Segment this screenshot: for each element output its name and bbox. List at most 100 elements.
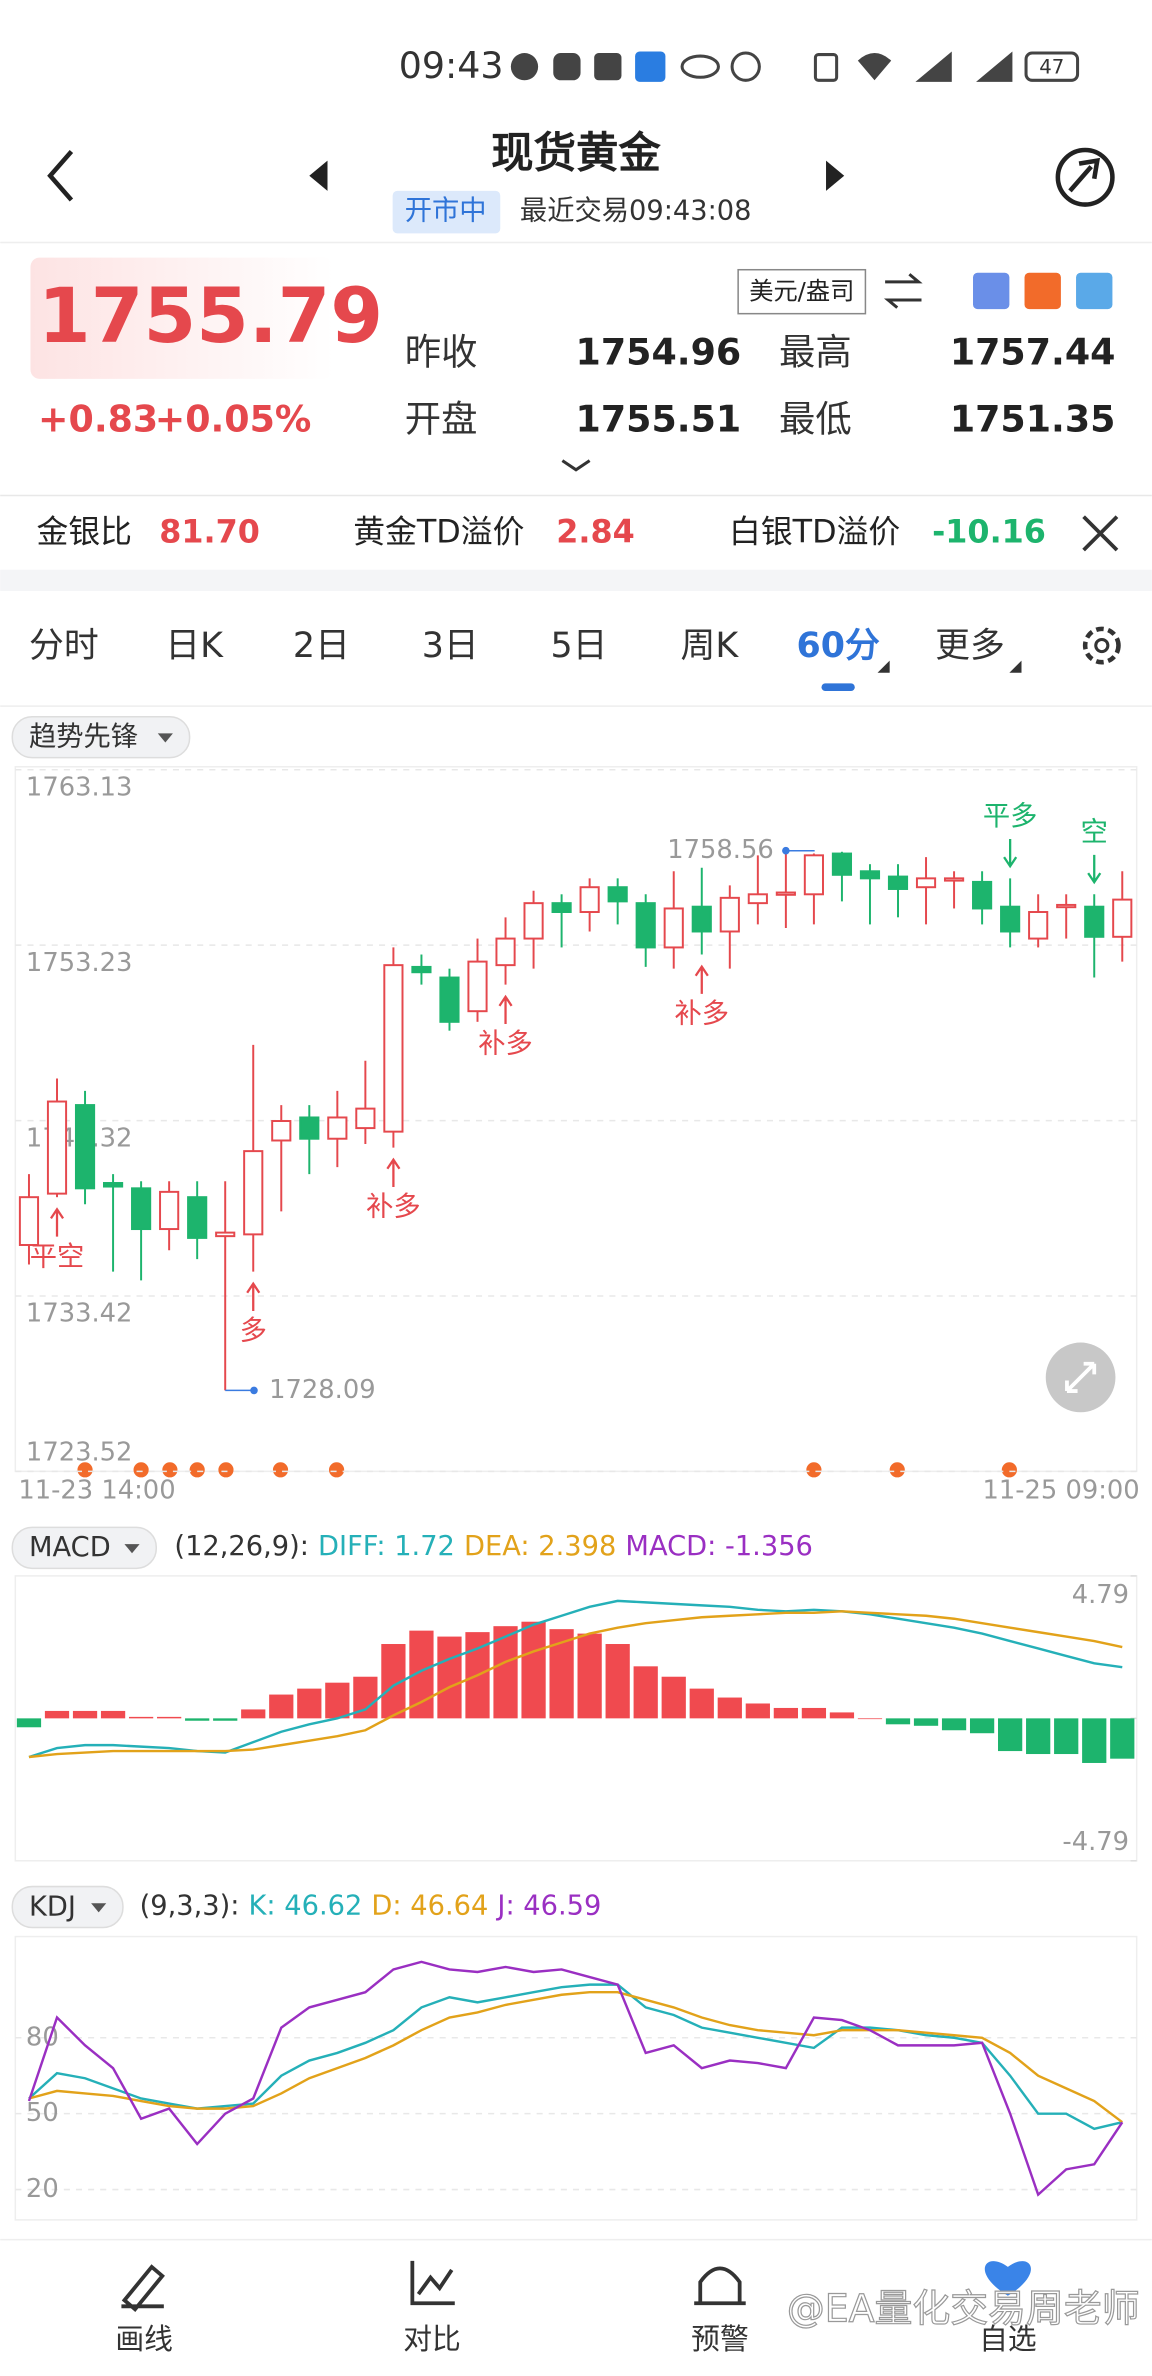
macd-bar (689, 1688, 714, 1719)
signal-label: 补多 (366, 1192, 421, 1223)
period-tab[interactable]: 2日 (293, 626, 350, 666)
macd-bar (437, 1636, 462, 1719)
indicator-params: (9,3,3): (140, 1890, 240, 1921)
period-tab[interactable]: 分时 (29, 626, 99, 666)
indicator-selector[interactable] (11, 1526, 158, 1570)
signal-arrow (386, 1157, 401, 1187)
dot (77, 1462, 93, 1478)
y-tick-label: 1733.42 (26, 1299, 132, 1329)
signal-label: 补多 (675, 999, 730, 1030)
currency: 美元/盎司 (749, 276, 854, 305)
icon (510, 53, 539, 81)
expand-chevron[interactable] (561, 459, 591, 472)
nav-label[interactable]: 对比 (403, 2322, 461, 2356)
signal-label: 多 (240, 1316, 267, 1347)
signal-arrow (50, 1207, 65, 1237)
tool-icon[interactable] (1076, 272, 1113, 310)
draw-icon (121, 2264, 165, 2313)
candle-body (495, 937, 516, 967)
macd-bar (969, 1718, 995, 1734)
macd-bar (605, 1644, 630, 1719)
candle-body (131, 1187, 152, 1231)
macd-bar (213, 1718, 238, 1721)
candle-body (1112, 898, 1133, 938)
x-tick-label: 11-25 09:00 (982, 1476, 1139, 1506)
signal-arrow (498, 994, 513, 1025)
dropdown-arrow (157, 733, 173, 743)
price-box (30, 257, 334, 379)
candle-body (18, 1196, 40, 1246)
gear-icon (1094, 637, 1110, 654)
macd-bar (633, 1666, 658, 1719)
dropdown-arrow (91, 1903, 107, 1913)
swap-icon[interactable] (883, 273, 923, 309)
dot (806, 1462, 822, 1478)
candle-body (915, 877, 937, 889)
stat-label: 昨收 (405, 331, 478, 374)
period-tabs: 分时 日K 2日 3日 5日 周K 60分 更多 (29, 626, 1022, 691)
period-tab[interactable]: 60分 (796, 626, 879, 666)
tool-icon[interactable] (1024, 272, 1061, 310)
macd-bar (185, 1718, 210, 1721)
macd-bar (773, 1707, 798, 1719)
period-tab[interactable]: 5日 (551, 626, 608, 666)
macd-bar (72, 1710, 98, 1719)
fullscreen-button[interactable] (1045, 1342, 1116, 1413)
icon (680, 54, 720, 79)
y-tick-label: 1763.13 (26, 772, 132, 802)
fullscreen-icon (1065, 1361, 1097, 1393)
candle-body (159, 1190, 180, 1231)
candle-body (747, 893, 768, 905)
icon (813, 53, 839, 82)
legend-entry: DIFF: 1.72 (318, 1531, 455, 1562)
ratio-label: 白银TD溢价 (729, 512, 900, 550)
candle-body (1000, 905, 1021, 933)
candle-body (243, 1150, 264, 1236)
indicator-selector[interactable] (11, 1885, 124, 1929)
macd-bar (577, 1633, 602, 1719)
currency-box[interactable] (737, 268, 867, 315)
y-tick-label: 4.79 (1072, 1580, 1129, 1610)
period-tab[interactable]: 日K (165, 626, 224, 666)
page-title: 现货黄金 (491, 130, 661, 179)
alert-icon (694, 2266, 746, 2306)
section-gap (0, 569, 1152, 591)
settings-button[interactable] (1082, 626, 1121, 665)
candle-body (579, 886, 600, 913)
icon (730, 51, 761, 82)
y-tick-label: 1723.52 (26, 1438, 132, 1468)
nav-label[interactable]: 画线 (115, 2322, 173, 2356)
macd-bar (1026, 1718, 1051, 1755)
stat-label: 最高 (779, 331, 852, 374)
period-tab[interactable]: 周K (680, 626, 739, 666)
candle-body (719, 896, 740, 933)
close-button[interactable] (1082, 515, 1119, 552)
stat-value: 1754.96 (576, 331, 742, 374)
period-tab[interactable]: 3日 (422, 626, 479, 666)
x-tick-label: 11-23 14:00 (18, 1476, 175, 1506)
back-button[interactable] (47, 150, 74, 202)
candle-body (775, 891, 796, 896)
next-button[interactable] (826, 160, 845, 191)
candle-body (355, 1107, 376, 1130)
candle-body (803, 854, 824, 896)
stat-label: 最低 (779, 397, 852, 440)
candle-body (691, 905, 712, 933)
dot (189, 1462, 205, 1478)
candle-body (1056, 903, 1077, 909)
macd-bar (1110, 1718, 1135, 1759)
period-tab[interactable]: 更多 (935, 626, 1005, 666)
nav-label[interactable]: 自选 (979, 2322, 1037, 2356)
battery-icon (1024, 51, 1080, 82)
candle-body (1084, 905, 1105, 938)
prev-button[interactable] (309, 160, 328, 191)
macd-bar (801, 1707, 827, 1719)
indicator-selector[interactable] (11, 715, 191, 759)
nav-label[interactable]: 预警 (691, 2322, 749, 2356)
watchlist-icon (984, 2261, 1031, 2296)
tool-icon[interactable] (973, 272, 1010, 310)
refresh-button[interactable] (1055, 147, 1115, 207)
signal-icon (915, 51, 952, 82)
macd-bar (829, 1712, 855, 1719)
